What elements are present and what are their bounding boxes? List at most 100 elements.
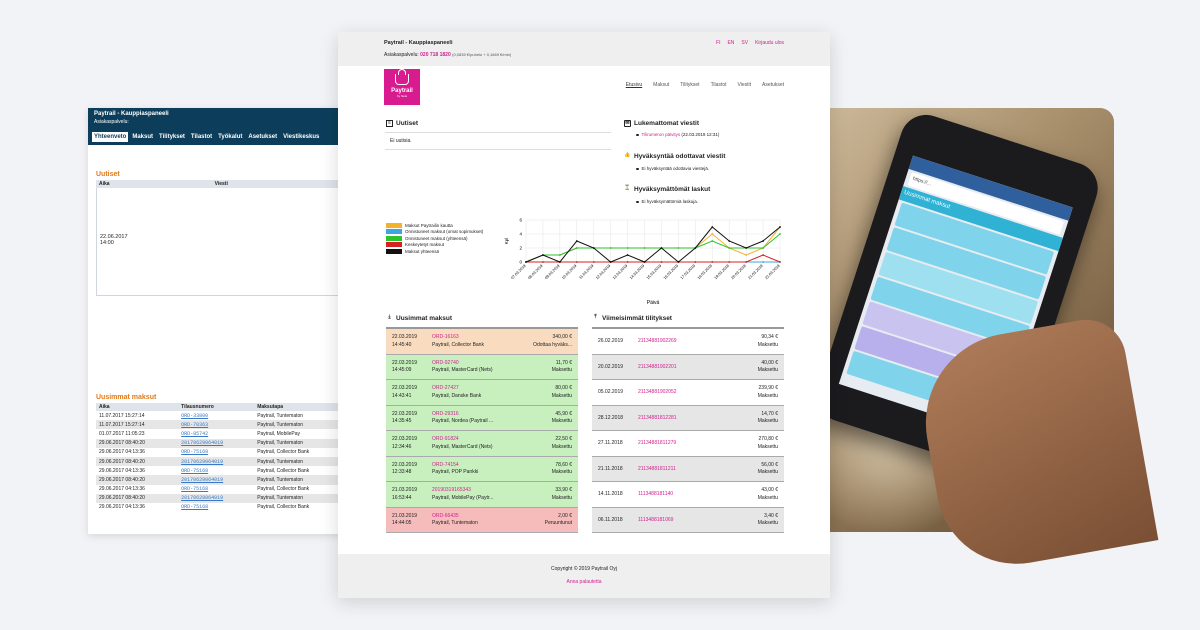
legacy-pay-time: 11.07.2017 15:27:14 [99, 412, 145, 419]
legacy-tab-yhteenveto[interactable]: Yhteenveto [92, 132, 129, 142]
legacy-pay-order-link[interactable]: 20170629064019 [181, 458, 224, 465]
payment-amount: 45,90 € [555, 410, 572, 417]
table-row[interactable]: 28.12.2018 21134881812281 14,70 € Maksettu [592, 405, 784, 431]
legacy-tab-maksut[interactable]: Maksut [132, 134, 154, 140]
legacy-tab-asetukset[interactable]: Asetukset [248, 134, 278, 140]
data-point [762, 261, 764, 263]
payment-order-link[interactable]: ORD-29316 [432, 410, 459, 417]
legacy-pay-order-link[interactable]: ORD-85742 [181, 430, 209, 437]
legacy-pay-time: 11.07.2017 15:27:14 [96, 420, 179, 430]
customer-service: Asiakaspalvelu: 020 718 1820 (0,0835 €/p… [384, 52, 511, 58]
data-point [694, 261, 697, 263]
service-phone[interactable]: 020 718 1820 [420, 52, 451, 58]
lang-en[interactable]: EN [727, 40, 735, 46]
nav-asetukset[interactable]: Asetukset [762, 82, 784, 88]
legacy-tab-tilitykset[interactable]: Tilitykset [159, 134, 185, 140]
payment-order-link[interactable]: ORD-74154 [432, 461, 459, 468]
table-row[interactable]: 22.03.2019 14:35:45 ORD-29316 Paytrail, Nor… [386, 405, 578, 431]
payments-heading: ⤓ Uusimmat maksut [386, 315, 452, 323]
legacy-tab-tyokalut[interactable]: Työkalut [218, 134, 243, 140]
legacy-pay-col: Tilausnumero [178, 403, 255, 411]
nav-tilastot[interactable]: Tilastot [710, 82, 727, 88]
legacy-pay-order-link[interactable]: 20170629064019 [181, 495, 224, 502]
settlement-amount-status: 40,00 € Maksettu [758, 360, 778, 375]
legacy-pay-order-link[interactable]: ORD-75168 [181, 486, 209, 493]
payment-date: 22.03.2019 [392, 410, 418, 417]
data-point [542, 254, 544, 256]
legacy-pay-order-link[interactable]: ORD-33800 [181, 412, 209, 419]
logout-link[interactable]: Kirjaudu ulos [755, 40, 784, 46]
settlement-id-link[interactable]: 21134881902269 [638, 338, 677, 344]
legacy-pay-order-link[interactable]: ORD-70363 [181, 421, 209, 428]
settlement-id-link[interactable]: 21134881902201 [638, 363, 677, 370]
payment-info: ORD-74154 Paytrail, POP Pankki [432, 462, 478, 477]
settlement-id-link[interactable]: 21134881812281 [638, 414, 677, 421]
legacy-tabs: Yhteenveto Maksut Tilitykset Tilastot Ty… [88, 132, 350, 145]
table-row[interactable]: 22.03.2019 14:43:41 ORD-27427 Paytrail, Dan… [386, 380, 578, 406]
pending-heading: 👍 Hyväksyntää odottavat viestit [624, 153, 725, 161]
x-tick-label: 21.03.2019 [747, 264, 763, 280]
settlement-id-link[interactable]: 1113488181140 [638, 491, 674, 497]
payment-datetime: 22.03.2019 12:33:48 [392, 462, 417, 477]
legacy-pay-order-link[interactable]: ORD-75168 [181, 504, 209, 511]
x-tick-label: 10.03.2019 [561, 264, 577, 280]
payment-order-link[interactable]: 20190319165343 [432, 487, 471, 493]
table-row: 01.07.2017 11:05:23 ORD-85742 Paytrail, Mo… [96, 429, 346, 438]
data-point [677, 261, 680, 263]
lang-fi[interactable]: FI [716, 40, 721, 46]
unapproved-item: Ei hyväksymättömiä laskuja. [636, 199, 698, 204]
legacy-tab-tilastot[interactable]: Tilastot [190, 134, 213, 140]
y-tick-label: 2 [519, 246, 522, 251]
settlement-id-link[interactable]: 21134881902052 [638, 389, 677, 395]
data-point [728, 247, 731, 249]
paytrail-logo[interactable]: Paytrail by Nets [384, 69, 420, 105]
legacy-pay-order-link[interactable]: 20170629064019 [181, 440, 224, 447]
hourglass-icon: ⌛ [624, 185, 631, 191]
table-row[interactable]: 14.11.2018 1113488181140 43,00 € Maksettu [592, 482, 784, 508]
legacy-pay-time: 29.06.2017 08:40:20 [96, 493, 179, 503]
settlement-id-link[interactable]: 1113488181069 [638, 516, 674, 523]
payment-order-link[interactable]: ORD-16163 [432, 334, 459, 340]
table-row[interactable]: 22.03.2019 12:33:48 ORD-74154 Paytrail, POP… [386, 456, 578, 482]
table-row[interactable]: 21.03.2019 14:44:05 ORD-66435 Paytrail, Tun… [386, 507, 578, 533]
legacy-pay-order-link[interactable]: ORD-75168 [181, 467, 209, 474]
nav-viestit[interactable]: Viestit [737, 82, 752, 88]
nav-maksut[interactable]: Maksut [653, 82, 670, 88]
table-row[interactable]: 22.03.2019 14:45:40 ORD-16163 Paytrail, Col… [386, 329, 578, 355]
payment-method: Paytrail, Collector Bank [432, 341, 484, 348]
table-row[interactable]: 21.11.2018 21134881811211 56,00 € Maksettu [592, 456, 784, 482]
x-tick-label: 19.03.2019 [714, 264, 730, 280]
legacy-payments-heading: Uusimmat maksut [96, 394, 157, 401]
table-row[interactable]: 21.03.2019 16:53:44 20190319165343 Paytrail… [386, 482, 578, 508]
table-row[interactable]: 05.02.2019 21134881902052 239,90 € Maksettu [592, 380, 784, 406]
table-row[interactable]: 22.03.2019 12:34:46 ORD-91824 Paytrail, Mas… [386, 431, 578, 457]
table-row[interactable]: 06.11.2018 1113488181069 3,40 € Maksettu [592, 507, 784, 533]
payment-method: Paytrail, Danske Bank [432, 392, 482, 399]
settlement-id-link[interactable]: 21134881811279 [638, 440, 677, 446]
table-row[interactable]: 27.11.2018 21134881811279 270,80 € Maksettu [592, 431, 784, 457]
legacy-tab-viestikeskus[interactable]: Viestikeskus [283, 134, 320, 140]
settlement-id-link[interactable]: 21134881811211 [638, 465, 676, 472]
table-row: 29.06.2017 04:13:36 ORD-75168 Paytrail, Co… [96, 448, 346, 457]
service-phone-note: (0,0835 €/puhelu + 0,1669 €/min) [452, 52, 512, 57]
table-row[interactable]: 26.02.2019 21134881902269 90,34 € Maksettu [592, 329, 784, 355]
lang-sv[interactable]: SV [741, 40, 749, 46]
feedback-link[interactable]: Anna palautetta [566, 579, 602, 585]
unread-link[interactable]: Tilirumeron päivitys [641, 132, 681, 137]
legend-entry: Onnistuneet maksut (yhteensä) [386, 235, 483, 242]
table-row[interactable]: 20.02.2019 21134881902201 40,00 € Maksettu [592, 354, 784, 380]
table-row[interactable]: 22.03.2019 14:45:09 ORD-92740 Paytrail, Mas… [386, 354, 578, 380]
legacy-pay-order-link[interactable]: ORD-75168 [181, 449, 209, 456]
payment-order-link[interactable]: ORD-92740 [432, 359, 459, 366]
payment-order-link[interactable]: ORD-91824 [432, 436, 459, 442]
payment-date: 22.03.2019 [392, 461, 418, 468]
payment-order-link[interactable]: ORD-66435 [432, 512, 459, 519]
legend-label: Maksut yhteensä [405, 248, 440, 254]
payment-info: ORD-92740 Paytrail, MasterCard (Nets) [432, 360, 493, 375]
payment-info: ORD-29316 Paytrail, Nordea (Paytrail ... [432, 411, 493, 426]
nav-tilitykset[interactable]: Tilitykset [680, 82, 700, 88]
nav-etusivu[interactable]: Etusivu [625, 82, 643, 88]
legacy-pay-order-link[interactable]: 20170629064019 [181, 476, 224, 483]
payment-amount-status: 33,90 € Maksettu [552, 487, 572, 502]
payment-order-link[interactable]: ORD-27427 [432, 385, 459, 391]
